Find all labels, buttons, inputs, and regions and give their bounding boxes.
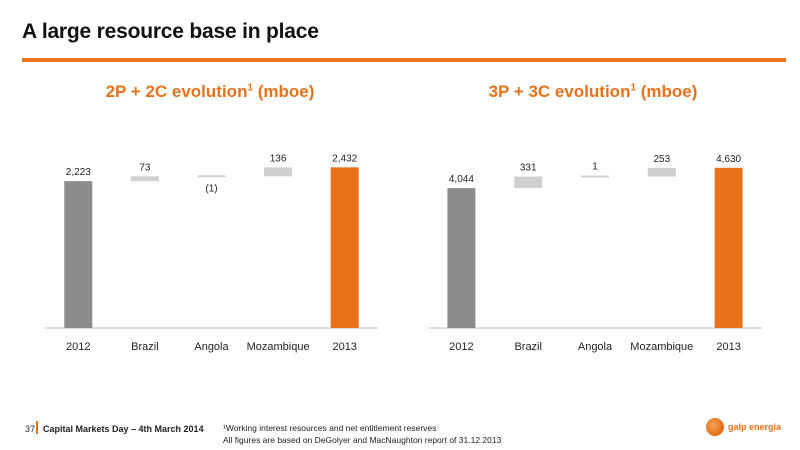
bar-2013 <box>330 167 359 328</box>
bar-value-label: 331 <box>520 163 537 174</box>
category-label: Mozambique <box>247 341 310 353</box>
category-label: Mozambique <box>630 341 693 353</box>
bar-angola <box>197 175 226 178</box>
slide-title: A large resource base in place <box>22 20 319 43</box>
bar-mozambique <box>264 167 293 177</box>
footer-event: Capital Markets Day – 4th March 2014 <box>43 424 204 434</box>
bar-value-label: 1 <box>592 162 598 173</box>
bar-2012 <box>447 188 476 328</box>
title-divider <box>22 58 786 62</box>
page-number: 37 <box>25 424 36 434</box>
chart-title-2p2c: 2P + 2C evolution1 (mboe) <box>105 82 315 101</box>
bar-brazil <box>130 176 159 182</box>
category-label: 2013 <box>716 341 740 353</box>
category-label: Brazil <box>131 341 159 353</box>
bar-angola <box>581 175 609 178</box>
footnote-1: ¹Working interest resources and net enti… <box>223 423 437 433</box>
bar-2012 <box>64 181 93 328</box>
bar-value-label: 4,044 <box>449 174 474 185</box>
category-label: 2012 <box>66 341 90 353</box>
bar-brazil <box>514 176 543 189</box>
chart-title-3p3c: 3P + 3C evolution1 (mboe) <box>488 82 698 101</box>
bar-2013 <box>714 167 743 328</box>
bar-value-label: 136 <box>270 153 287 164</box>
bar-value-label: (1) <box>205 183 217 194</box>
galp-logo: galp energia <box>706 418 781 436</box>
bar-value-label: 73 <box>139 162 151 173</box>
bar-mozambique <box>647 167 676 177</box>
galp-logo-icon <box>706 418 724 436</box>
bar-value-label: 2,432 <box>332 153 357 164</box>
bar-value-label: 253 <box>653 154 670 165</box>
footer-separator <box>36 421 38 434</box>
category-label: Angola <box>194 341 229 353</box>
bar-value-label: 2,223 <box>66 167 91 178</box>
footnotes: ¹Working interest resources and net enti… <box>223 422 501 446</box>
bar-value-label: 4,630 <box>716 154 741 165</box>
category-label: Brazil <box>514 341 542 353</box>
footnote-2: All figures are based on DeGolyer and Ma… <box>223 435 502 445</box>
galp-logo-text: galp energia <box>728 422 782 432</box>
category-label: 2012 <box>449 341 473 353</box>
category-label: Angola <box>578 341 613 353</box>
category-label: 2013 <box>332 341 356 353</box>
